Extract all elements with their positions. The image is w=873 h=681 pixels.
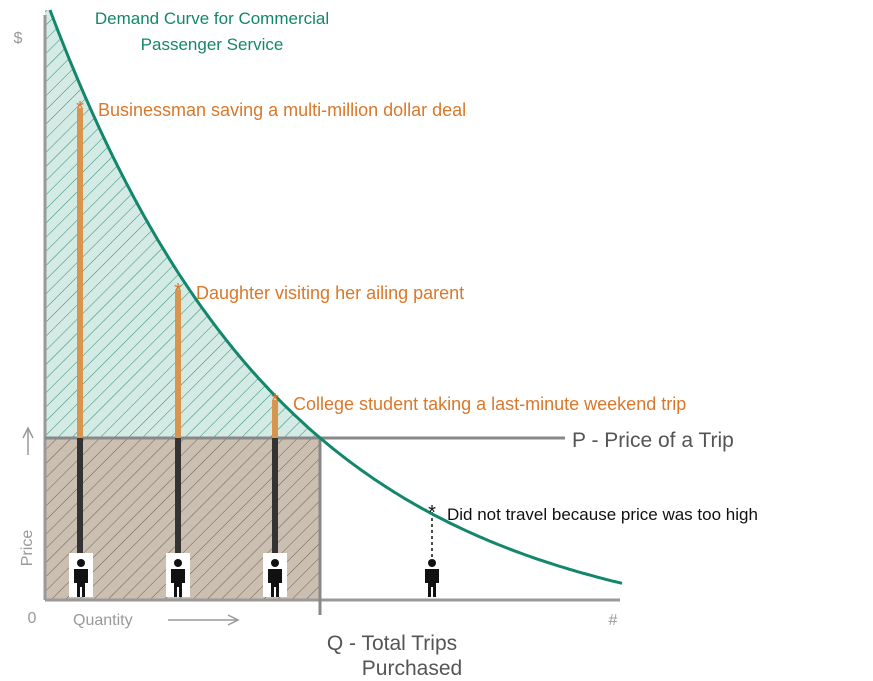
x-label: Quantity <box>73 612 133 629</box>
annotation: Daughter visiting her ailing parent <box>196 283 464 303</box>
svg-text:*: * <box>428 502 436 524</box>
price-label: P - Price of a Trip <box>572 429 734 452</box>
x-symbol: # <box>609 612 618 629</box>
title-line: Demand Curve for Commercial <box>95 9 329 28</box>
quantity-arrow-head <box>227 614 240 626</box>
origin-label: 0 <box>28 610 37 627</box>
consumer-surplus-area <box>45 10 320 438</box>
y-symbol: $ <box>14 30 23 47</box>
quantity-label: Purchased <box>362 657 462 680</box>
bars <box>77 108 433 563</box>
markers: * * * * <box>76 98 436 524</box>
svg-text:*: * <box>76 98 84 120</box>
annotation: Businessman saving a multi-million dolla… <box>98 100 466 120</box>
quantity-label: Q - Total Trips <box>327 632 457 655</box>
people <box>69 553 439 597</box>
title-line: Passenger Service <box>141 35 284 54</box>
svg-text:*: * <box>271 390 279 412</box>
price-arrow-head <box>22 426 34 439</box>
svg-text:*: * <box>174 280 182 302</box>
demand-curve <box>48 9 623 585</box>
annotation: Did not travel because price was too hig… <box>447 505 758 524</box>
annotation: College student taking a last-minute wee… <box>293 394 686 414</box>
y-label: Price <box>19 530 36 567</box>
